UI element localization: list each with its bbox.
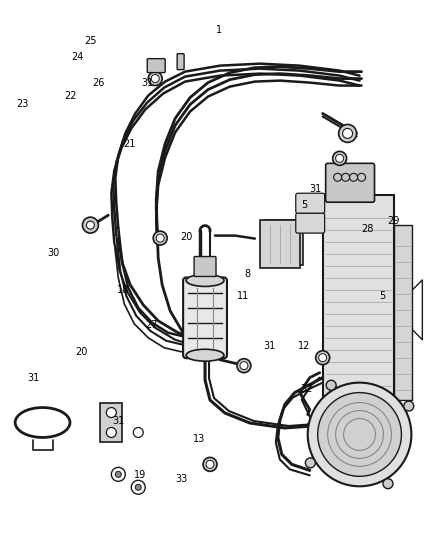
Text: 20: 20 <box>75 346 88 357</box>
Text: 11: 11 <box>237 290 249 301</box>
Text: 21: 21 <box>124 139 136 149</box>
Text: 26: 26 <box>93 78 105 88</box>
Circle shape <box>316 351 330 365</box>
Text: 19: 19 <box>134 470 147 480</box>
Text: 31: 31 <box>113 416 125 425</box>
Circle shape <box>240 362 248 370</box>
Circle shape <box>156 234 164 242</box>
Text: 5: 5 <box>301 200 307 211</box>
Circle shape <box>206 461 214 469</box>
Circle shape <box>131 480 145 494</box>
Circle shape <box>106 408 117 417</box>
FancyBboxPatch shape <box>177 54 184 70</box>
FancyBboxPatch shape <box>395 225 413 400</box>
Ellipse shape <box>186 349 224 361</box>
FancyBboxPatch shape <box>100 402 122 442</box>
Circle shape <box>318 393 401 477</box>
Circle shape <box>106 427 117 438</box>
Circle shape <box>148 71 162 86</box>
Circle shape <box>237 359 251 373</box>
Circle shape <box>383 479 393 489</box>
Text: 31: 31 <box>309 184 321 195</box>
Circle shape <box>305 458 315 468</box>
FancyBboxPatch shape <box>296 213 325 233</box>
Text: 22: 22 <box>64 92 77 101</box>
Text: 8: 8 <box>244 270 251 279</box>
Circle shape <box>153 231 167 245</box>
Circle shape <box>343 128 353 139</box>
Circle shape <box>115 471 121 478</box>
Text: 30: 30 <box>47 248 59 258</box>
Text: 18: 18 <box>117 285 129 295</box>
Circle shape <box>308 383 411 486</box>
Text: 5: 5 <box>380 290 386 301</box>
Text: 31: 31 <box>141 78 153 88</box>
Text: 27: 27 <box>145 320 158 330</box>
Circle shape <box>203 457 217 471</box>
Text: 32: 32 <box>300 384 312 394</box>
Text: 28: 28 <box>361 224 374 235</box>
Text: 12: 12 <box>298 341 311 351</box>
FancyBboxPatch shape <box>183 278 227 358</box>
Circle shape <box>404 401 414 411</box>
Text: 25: 25 <box>84 36 96 46</box>
Circle shape <box>332 151 346 165</box>
Ellipse shape <box>186 274 224 286</box>
Circle shape <box>82 217 99 233</box>
Text: 23: 23 <box>16 100 29 109</box>
Text: 31: 31 <box>27 373 39 383</box>
Text: 13: 13 <box>193 434 205 444</box>
Circle shape <box>86 221 95 229</box>
FancyBboxPatch shape <box>194 256 216 277</box>
Circle shape <box>135 484 141 490</box>
FancyBboxPatch shape <box>260 220 300 268</box>
Text: 31: 31 <box>263 341 276 351</box>
Text: 24: 24 <box>71 52 83 62</box>
Text: 33: 33 <box>176 474 188 484</box>
FancyBboxPatch shape <box>265 220 303 265</box>
FancyBboxPatch shape <box>296 193 325 213</box>
Circle shape <box>326 380 336 390</box>
FancyBboxPatch shape <box>323 195 395 430</box>
FancyBboxPatch shape <box>147 59 165 72</box>
Circle shape <box>133 427 143 438</box>
Circle shape <box>319 354 327 362</box>
FancyBboxPatch shape <box>326 163 374 202</box>
Circle shape <box>111 467 125 481</box>
Circle shape <box>339 124 357 142</box>
Text: 29: 29 <box>388 216 400 227</box>
Circle shape <box>336 155 343 163</box>
Circle shape <box>151 75 159 83</box>
Text: 1: 1 <box>216 25 222 35</box>
Text: 20: 20 <box>180 232 192 243</box>
